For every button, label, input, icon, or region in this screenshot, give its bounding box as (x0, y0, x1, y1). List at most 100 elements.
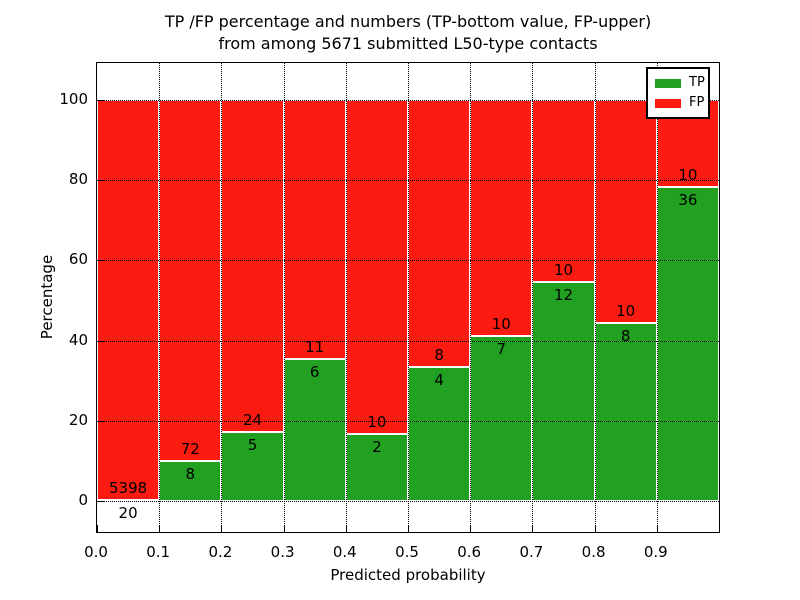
x-tick-mark (283, 525, 285, 532)
x-axis-tick-label: 0.5 (395, 543, 419, 561)
fp-segment (345, 100, 408, 435)
x-axis-tick-label: 0.3 (270, 543, 295, 561)
vertical-gridline (283, 63, 285, 532)
legend-swatch-tp-icon (655, 78, 681, 88)
x-axis-tick-label: 0.2 (208, 543, 233, 561)
x-tick-mark (408, 525, 409, 532)
y-axis-tick-label: 80 (68, 170, 88, 189)
x-tick-mark (97, 525, 98, 532)
x-tick-mark (470, 525, 472, 532)
vertical-gridline (221, 63, 223, 532)
fp-count-label: 24 (242, 410, 263, 429)
fp-count-label: 11 (305, 338, 325, 357)
fp-segment (532, 100, 595, 283)
tp-segment (345, 434, 408, 501)
y-axis-tick-label: 20 (68, 410, 88, 429)
y-tick-mark (97, 180, 104, 182)
tp-segment (159, 460, 222, 501)
legend-label-fp: FP (689, 95, 705, 110)
legend-item-tp: TP (655, 74, 705, 92)
vertical-gridline (345, 63, 347, 532)
tp-count-label: 12 (553, 286, 574, 305)
fp-segment (97, 100, 160, 500)
bar-group: 5398 20 (97, 100, 160, 522)
vertical-gridline (470, 63, 472, 532)
x-tick-mark (159, 525, 161, 532)
y-axis-label: Percentage (38, 254, 56, 340)
legend-label-tp: TP (689, 75, 705, 90)
bar-group: 10 2 (345, 100, 408, 501)
chart-title-line1: TP /FP percentage and numbers (TP-bottom… (164, 12, 652, 31)
y-axis-tick-label: 40 (68, 330, 88, 349)
legend: TP FP (646, 67, 710, 119)
bar-group: 72 8 (159, 100, 222, 501)
y-axis-tick-label: 60 (68, 250, 88, 269)
tp-count-label: 36 (678, 191, 698, 210)
tp-count-label: 7 (496, 339, 507, 358)
tp-segment (283, 359, 346, 501)
tp-count-label: 8 (620, 326, 631, 345)
y-tick-mark (97, 420, 104, 422)
vertical-gridline (532, 63, 534, 532)
fp-count-label: 10 (491, 314, 511, 333)
chart-title-line2: from among 5671 submitted L50-type conta… (218, 34, 598, 53)
bar-group: 11 6 (283, 100, 346, 501)
fp-count-label: 72 (180, 439, 200, 458)
tp-segment (656, 187, 719, 501)
x-axis-label: Predicted probability (330, 566, 486, 584)
fp-count-label: 10 (616, 301, 636, 320)
vertical-gridline (408, 63, 409, 532)
fp-count-label: 8 (434, 346, 444, 365)
fp-segment (283, 100, 346, 360)
y-tick-mark (97, 340, 104, 342)
x-axis-tick-label: 0.6 (457, 543, 482, 561)
bar-group: 10 12 (532, 100, 595, 501)
tp-count-label: 4 (434, 371, 444, 390)
tp-count-label: 5 (247, 435, 258, 454)
x-axis-tick-label: 0.4 (332, 543, 357, 561)
x-axis-tick-label: 0.7 (519, 543, 544, 561)
plot-area: 5398 20 72 8 24 5 11 6 10 2 8 4 10 7 10 12 10 8 10 36 TP FP (96, 62, 720, 533)
tp-segment (532, 282, 595, 501)
bar-group: 10 7 (470, 100, 533, 501)
vertical-gridline (159, 63, 161, 532)
tp-segment (408, 367, 471, 501)
x-tick-mark (221, 525, 223, 532)
fp-count-label: 5398 (109, 478, 148, 497)
x-axis-tick-label: 0.8 (581, 543, 606, 561)
fp-count-label: 10 (553, 261, 574, 280)
x-tick-mark (345, 525, 347, 532)
fp-segment (594, 100, 657, 323)
y-axis-tick-label: 100 (59, 90, 88, 108)
tp-count-label: 6 (309, 363, 320, 382)
vertical-gridline (594, 63, 596, 532)
tp-segment (594, 322, 657, 501)
y-tick-mark (97, 501, 104, 502)
fp-segment (159, 100, 222, 461)
bar-group: 10 36 (656, 100, 719, 501)
tp-count-label: 8 (185, 464, 196, 483)
tp-count-label: 20 (118, 503, 138, 522)
y-axis-tick-label: 0 (78, 491, 88, 509)
fp-segment (470, 100, 533, 336)
tp-segment (470, 335, 533, 501)
x-axis-tick-label: 0.0 (84, 543, 108, 561)
vertical-gridline (656, 63, 658, 532)
x-tick-mark (532, 525, 534, 532)
y-tick-mark (97, 260, 104, 262)
fp-segment (408, 100, 471, 368)
chart-title: TP /FP percentage and numbers (TP-bottom… (96, 11, 720, 55)
x-axis-tick-label: 0.1 (146, 543, 171, 561)
fp-segment (221, 100, 284, 432)
x-axis-tick-label: 0.9 (643, 543, 668, 561)
bar-group: 24 5 (221, 100, 284, 501)
bar-group: 10 8 (594, 100, 657, 501)
y-tick-mark (97, 100, 104, 101)
x-tick-mark (656, 525, 658, 532)
fp-count-label: 10 (678, 166, 698, 185)
tp-segment (221, 431, 284, 501)
legend-swatch-fp-icon (655, 98, 681, 108)
fp-count-label: 10 (367, 413, 387, 432)
